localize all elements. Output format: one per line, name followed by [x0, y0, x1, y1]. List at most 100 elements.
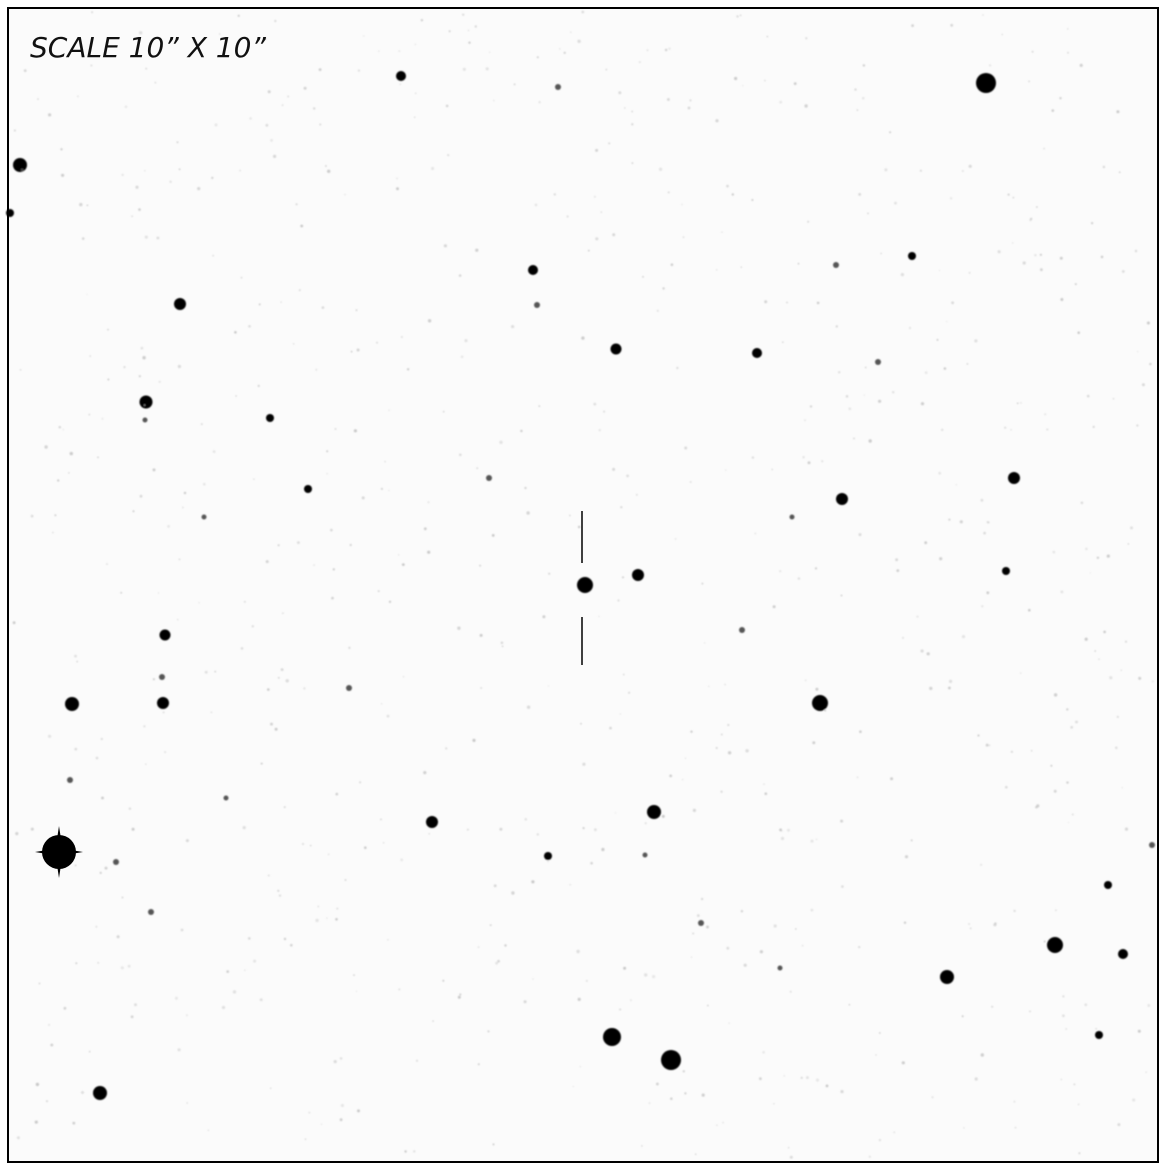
noise-speck — [376, 342, 378, 344]
noise-speck — [801, 1077, 803, 1079]
noise-speck — [459, 993, 461, 995]
noise-speck — [639, 61, 641, 63]
noise-speck — [1097, 557, 1099, 559]
noise-speck — [1061, 591, 1064, 594]
noise-speck — [858, 193, 861, 196]
noise-speck — [983, 532, 986, 535]
noise-speck — [1060, 257, 1063, 260]
noise-speck — [495, 962, 498, 965]
noise-speck — [879, 1139, 881, 1141]
noise-speck — [804, 104, 807, 107]
noise-speck — [570, 32, 571, 33]
star — [266, 414, 274, 422]
noise-speck — [697, 914, 700, 917]
noise-speck — [977, 734, 979, 736]
noise-speck — [784, 1075, 785, 1076]
noise-speck — [497, 960, 500, 963]
noise-speck — [641, 1145, 643, 1147]
noise-speck — [77, 96, 79, 98]
noise-speck — [707, 1005, 709, 1007]
noise-speck — [980, 864, 982, 866]
noise-speck — [270, 1088, 271, 1089]
noise-speck — [1075, 283, 1077, 285]
noise-speck — [807, 221, 809, 223]
noise-speck — [624, 107, 626, 109]
noise-speck — [493, 1143, 495, 1145]
noise-speck — [48, 113, 51, 116]
noise-speck — [736, 15, 738, 17]
noise-speck — [890, 777, 893, 780]
noise-speck — [490, 924, 492, 926]
noise-speck — [656, 1083, 659, 1086]
noise-speck — [901, 273, 904, 276]
noise-speck — [492, 534, 495, 537]
noise-speck — [249, 117, 252, 120]
noise-speck — [816, 839, 818, 841]
noise-speck — [729, 1023, 730, 1024]
noise-speck — [381, 703, 382, 704]
noise-speck — [459, 454, 462, 457]
noise-speck — [1059, 97, 1061, 99]
noise-speck — [764, 80, 766, 82]
noise-speck — [1012, 242, 1013, 243]
noise-speck — [670, 1097, 673, 1100]
noise-speck — [1090, 572, 1091, 573]
noise-speck — [893, 1132, 895, 1134]
noise-speck — [787, 829, 790, 832]
noise-speck — [1098, 659, 1099, 660]
noise-speck — [1052, 109, 1055, 112]
noise-speck — [1107, 555, 1110, 558]
noise-speck — [1101, 256, 1104, 259]
noise-speck — [941, 429, 943, 431]
noise-speck — [164, 751, 166, 753]
noise-speck — [205, 671, 208, 674]
noise-speck — [398, 988, 400, 990]
noise-speck — [631, 111, 633, 113]
noise-speck — [921, 402, 924, 405]
noise-speck — [350, 544, 352, 546]
noise-speck — [177, 619, 178, 620]
star — [752, 348, 762, 358]
noise-speck — [946, 321, 947, 322]
noise-speck — [1135, 250, 1137, 252]
noise-speck — [949, 680, 952, 683]
noise-speck — [142, 356, 145, 359]
noise-speck — [676, 367, 678, 369]
star — [698, 920, 704, 926]
noise-speck — [690, 731, 692, 733]
noise-speck — [929, 687, 932, 690]
noise-speck — [101, 418, 103, 420]
noise-speck — [588, 250, 590, 252]
noise-speck — [798, 577, 801, 580]
noise-speck — [1013, 1101, 1015, 1103]
noise-speck — [1005, 786, 1008, 789]
noise-speck — [795, 928, 797, 930]
noise-speck — [21, 169, 24, 172]
noise-speck — [359, 781, 361, 783]
noise-speck — [400, 859, 403, 862]
noise-speck — [631, 123, 633, 125]
star — [1149, 842, 1155, 848]
noise-speck — [1066, 708, 1068, 710]
noise-speck — [840, 820, 843, 823]
noise-speck — [647, 49, 649, 51]
noise-speck — [578, 998, 581, 1001]
noise-speck — [81, 1091, 84, 1094]
star — [833, 262, 839, 268]
noise-speck — [962, 635, 965, 638]
noise-speck — [902, 1061, 905, 1064]
noise-speck — [243, 826, 246, 829]
noise-speck — [981, 1053, 984, 1056]
noise-speck — [998, 250, 1001, 253]
noise-speck — [383, 842, 384, 843]
noise-speck — [79, 203, 82, 206]
noise-speck — [396, 187, 399, 190]
noise-speck — [981, 605, 983, 607]
noise-speck — [70, 452, 73, 455]
noise-speck — [772, 469, 773, 470]
noise-speck — [244, 969, 246, 971]
noise-speck — [120, 592, 122, 594]
noise-speck — [970, 928, 972, 930]
noise-speck — [233, 990, 236, 993]
noise-speck — [117, 935, 120, 938]
